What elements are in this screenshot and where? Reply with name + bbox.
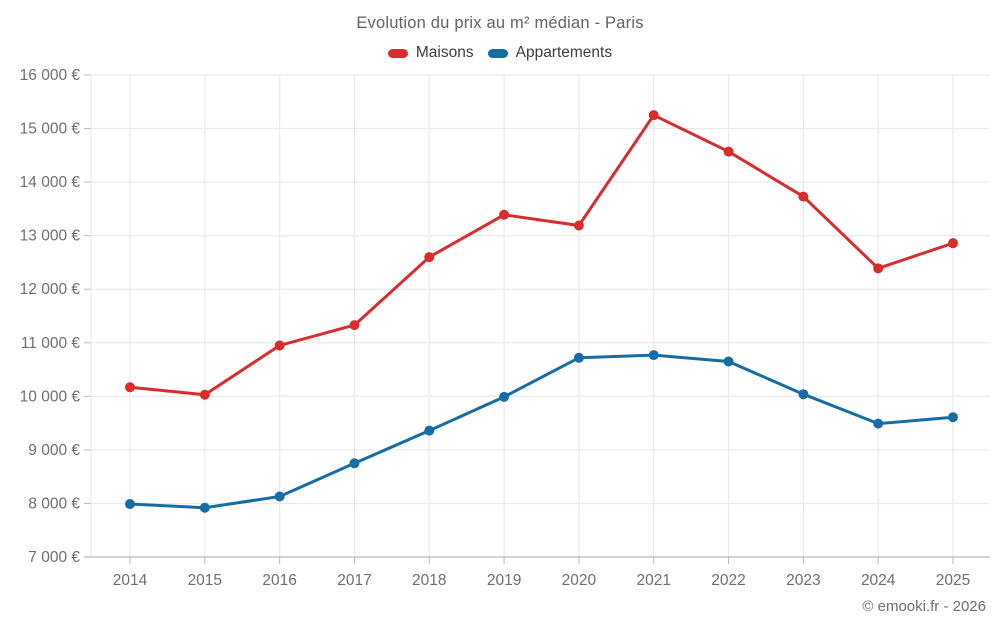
x-tick-label: 2015 bbox=[188, 572, 222, 589]
point-appartements-2015[interactable] bbox=[199, 502, 210, 513]
point-appartements-2014[interactable] bbox=[125, 498, 135, 509]
x-tick-label: 2025 bbox=[936, 572, 970, 589]
point-appartements-2023[interactable] bbox=[798, 389, 809, 400]
x-tick-label: 2021 bbox=[636, 572, 670, 589]
point-appartements-2019[interactable] bbox=[499, 391, 510, 402]
point-maisons-2022[interactable] bbox=[723, 146, 734, 157]
point-appartements-2020[interactable] bbox=[573, 352, 584, 363]
y-tick-label: 12 000 € bbox=[20, 281, 81, 298]
point-maisons-2016[interactable] bbox=[274, 340, 285, 351]
point-appartements-2016[interactable] bbox=[274, 491, 285, 502]
point-appartements-2021[interactable] bbox=[648, 350, 659, 361]
x-tick-label: 2018 bbox=[412, 572, 446, 589]
point-appartements-2017[interactable] bbox=[349, 458, 360, 469]
maisons-series-line bbox=[128, 113, 955, 397]
point-maisons-2015[interactable] bbox=[199, 389, 210, 400]
point-maisons-2018[interactable] bbox=[424, 252, 435, 263]
x-tick-label: 2023 bbox=[786, 572, 820, 589]
legend-swatch-appartements bbox=[487, 48, 508, 58]
legend-label-appartements: Appartements bbox=[515, 44, 613, 61]
legend: Maisons Appartements bbox=[0, 44, 1000, 62]
x-tick-label: 2020 bbox=[562, 572, 597, 589]
point-maisons-2023[interactable] bbox=[798, 191, 809, 202]
y-tick-label: 11 000 € bbox=[21, 335, 81, 352]
legend-item-appartements[interactable]: Appartements bbox=[487, 44, 613, 62]
point-maisons-2025[interactable] bbox=[948, 238, 958, 249]
point-maisons-2014[interactable] bbox=[125, 382, 135, 393]
point-maisons-2019[interactable] bbox=[499, 209, 510, 220]
legend-label-maisons: Maisons bbox=[415, 44, 474, 61]
y-tick-label: 15 000 € bbox=[20, 121, 81, 138]
point-maisons-2017[interactable] bbox=[349, 320, 360, 331]
y-tick-label: 8 000 € bbox=[28, 495, 80, 512]
x-tick-label: 2019 bbox=[487, 572, 521, 589]
point-appartements-2022[interactable] bbox=[723, 356, 734, 367]
copyright-footer: © emooki.fr - 2026 bbox=[862, 598, 986, 615]
y-tick-label: 10 000 € bbox=[20, 388, 81, 405]
point-maisons-2020[interactable] bbox=[573, 220, 584, 231]
chart-title: Evolution du prix au m² médian - Paris bbox=[356, 14, 644, 32]
point-appartements-2025[interactable] bbox=[948, 412, 958, 423]
x-tick-label: 2024 bbox=[861, 572, 896, 589]
y-tick-label: 13 000 € bbox=[20, 228, 81, 245]
point-maisons-2024[interactable] bbox=[873, 263, 884, 274]
y-tick-label: 9 000 € bbox=[28, 442, 80, 459]
x-tick-label: 2017 bbox=[337, 572, 371, 589]
x-tick-label: 2014 bbox=[113, 572, 148, 589]
legend-swatch-maisons bbox=[387, 48, 408, 58]
appartements-series-line bbox=[128, 353, 955, 510]
y-tick-label: 16 000 € bbox=[20, 67, 81, 84]
x-tick-label: 2016 bbox=[262, 572, 296, 589]
y-tick-label: 14 000 € bbox=[20, 174, 81, 191]
point-appartements-2018[interactable] bbox=[424, 425, 435, 436]
x-tick-label: 2022 bbox=[711, 572, 745, 589]
point-maisons-2021[interactable] bbox=[648, 110, 659, 121]
y-tick-label: 7 000 € bbox=[28, 549, 80, 566]
legend-item-maisons[interactable]: Maisons bbox=[387, 44, 474, 62]
point-appartements-2024[interactable] bbox=[873, 418, 884, 429]
